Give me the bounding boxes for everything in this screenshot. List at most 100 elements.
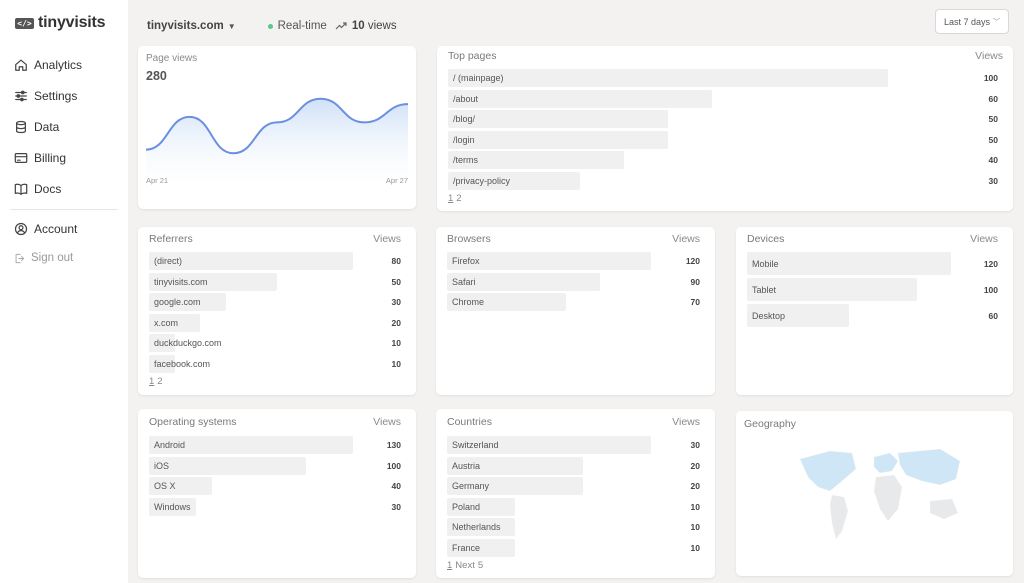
map-region[interactable] xyxy=(873,452,899,474)
value-bar xyxy=(448,110,668,129)
row-label[interactable]: Austria xyxy=(452,460,481,471)
list-row[interactable]: duckduckgo.com 10 xyxy=(149,334,401,353)
list-row[interactable]: /privacy-policy 30 xyxy=(448,171,998,190)
row-label[interactable]: France xyxy=(452,542,481,553)
list-row[interactable]: Firefox 120 xyxy=(447,252,700,270)
row-label[interactable]: tinyvisits.com xyxy=(154,276,208,287)
list-row[interactable]: (direct) 80 xyxy=(149,252,401,270)
list-row[interactable]: Mobile 120 xyxy=(747,252,998,275)
row-label[interactable]: Chrome xyxy=(452,297,485,308)
site-selector[interactable]: tinyvisits.com ▼ xyxy=(147,20,236,32)
views-header: Views xyxy=(373,233,401,245)
row-value: 50 xyxy=(988,114,998,125)
row-value: 120 xyxy=(685,256,700,266)
list-row[interactable]: Safari 90 xyxy=(447,272,700,291)
countries-list: Switzerland 30 Austria 20 Germany 20 Poland 10 N… xyxy=(447,436,700,560)
list-row[interactable]: Android 130 xyxy=(149,436,401,454)
card-title: Devices xyxy=(747,233,785,245)
page-link[interactable]: 1 xyxy=(447,560,453,571)
list-row[interactable]: Poland 10 xyxy=(447,497,700,516)
list-row[interactable]: /terms 40 xyxy=(448,151,998,170)
row-label[interactable]: / (mainpage) xyxy=(453,73,504,83)
row-label[interactable]: Windows xyxy=(154,501,191,512)
list-row[interactable]: Desktop 60 xyxy=(747,304,998,327)
value-bar xyxy=(448,130,668,149)
row-label[interactable]: /about xyxy=(453,93,479,104)
row-label[interactable]: Tablet xyxy=(752,284,777,295)
sidebar-item-analytics[interactable]: Analytics xyxy=(0,49,128,80)
row-value: 40 xyxy=(988,155,998,166)
map-region[interactable] xyxy=(829,494,849,540)
list-row[interactable]: Austria 20 xyxy=(447,456,700,475)
list-row[interactable]: x.com 20 xyxy=(149,313,401,332)
sidebar-item-account[interactable]: Account xyxy=(0,213,128,244)
row-label[interactable]: /privacy-policy xyxy=(453,175,511,186)
list-row[interactable]: /blog/50 xyxy=(448,110,998,129)
value-bar xyxy=(447,293,566,312)
row-label[interactable]: Desktop xyxy=(752,310,786,321)
countries-card: Countries Views Switzerland 30 Austria 20 Ge… xyxy=(436,409,715,578)
list-row[interactable]: Tablet 100 xyxy=(747,278,998,301)
list-row[interactable]: Switzerland 30 xyxy=(447,436,700,454)
row-label[interactable]: OS X xyxy=(154,481,176,492)
page-link[interactable]: 2 xyxy=(157,376,163,387)
list-row[interactable]: Chrome 70 xyxy=(447,293,700,312)
list-row[interactable]: /login 50 xyxy=(448,130,998,149)
page-link[interactable]: 5 xyxy=(477,560,484,571)
list-row[interactable]: iOS 100 xyxy=(149,456,401,475)
map-region[interactable] xyxy=(929,498,959,520)
list-row[interactable]: tinyvisits.com 50 xyxy=(149,272,401,291)
row-label[interactable]: facebook.com xyxy=(154,358,211,369)
map-region[interactable] xyxy=(873,474,903,522)
sidebar-item-billing[interactable]: Billing xyxy=(0,142,128,173)
value-bar xyxy=(448,151,624,170)
list-row[interactable]: /about 60 xyxy=(448,89,998,108)
list-row[interactable]: Windows 30 xyxy=(149,497,401,516)
row-label[interactable]: Netherlands xyxy=(452,522,501,533)
date-range-dropdown[interactable]: Last 7 days ﹀ xyxy=(935,9,1009,34)
row-label[interactable]: Android xyxy=(154,440,186,450)
row-label[interactable]: /terms xyxy=(453,155,479,166)
sidebar-item-data[interactable]: Data xyxy=(0,111,128,142)
page-link[interactable]: 1 xyxy=(149,376,155,387)
value-bar xyxy=(447,477,583,496)
list-row[interactable]: France 10 xyxy=(447,538,700,557)
card-title: Browsers xyxy=(447,233,491,245)
row-label[interactable]: /blog/ xyxy=(453,114,476,125)
row-label[interactable]: (direct) xyxy=(154,256,183,266)
page-link[interactable]: 1 xyxy=(448,193,454,204)
row-label[interactable]: duckduckgo.com xyxy=(154,338,222,349)
map-region[interactable] xyxy=(897,448,961,486)
list-row[interactable]: google.com 30 xyxy=(149,293,401,312)
row-value: 30 xyxy=(988,175,998,186)
row-label[interactable]: /login xyxy=(453,134,475,145)
sidebar-item-docs[interactable]: Docs xyxy=(0,173,128,204)
sidebar-item-settings[interactable]: Settings xyxy=(0,80,128,111)
sign-out-link[interactable]: Sign out xyxy=(0,244,128,272)
logo[interactable]: </> tinyvisits xyxy=(15,14,106,32)
topbar: tinyvisits.com ▼ Real-time 10 views xyxy=(147,16,397,36)
list-row[interactable]: Netherlands 10 xyxy=(447,518,700,537)
row-label[interactable]: Mobile xyxy=(752,258,779,269)
world-map[interactable] xyxy=(790,439,970,549)
list-row[interactable]: / (mainpage) 100 xyxy=(448,69,998,87)
row-label[interactable]: Poland xyxy=(452,501,481,512)
card-title: Operating systems xyxy=(149,416,237,428)
row-label[interactable]: Firefox xyxy=(452,256,480,266)
page-link[interactable]: 2 xyxy=(456,193,462,204)
row-label[interactable]: google.com xyxy=(154,297,201,308)
row-label[interactable]: Germany xyxy=(452,481,490,492)
page-link[interactable]: Next xyxy=(455,560,475,571)
row-label[interactable]: iOS xyxy=(154,460,170,471)
list-row[interactable]: facebook.com 10 xyxy=(149,354,401,373)
list-row[interactable]: Germany 20 xyxy=(447,477,700,496)
map-region[interactable] xyxy=(799,450,857,492)
card-title: Referrers xyxy=(149,233,193,245)
row-label[interactable]: Safari xyxy=(452,276,476,287)
list-row[interactable]: OS X 40 xyxy=(149,477,401,496)
sidebar-divider xyxy=(10,209,118,210)
row-label[interactable]: x.com xyxy=(154,317,179,328)
live-dot-icon xyxy=(267,23,273,29)
row-label[interactable]: Switzerland xyxy=(452,440,499,450)
